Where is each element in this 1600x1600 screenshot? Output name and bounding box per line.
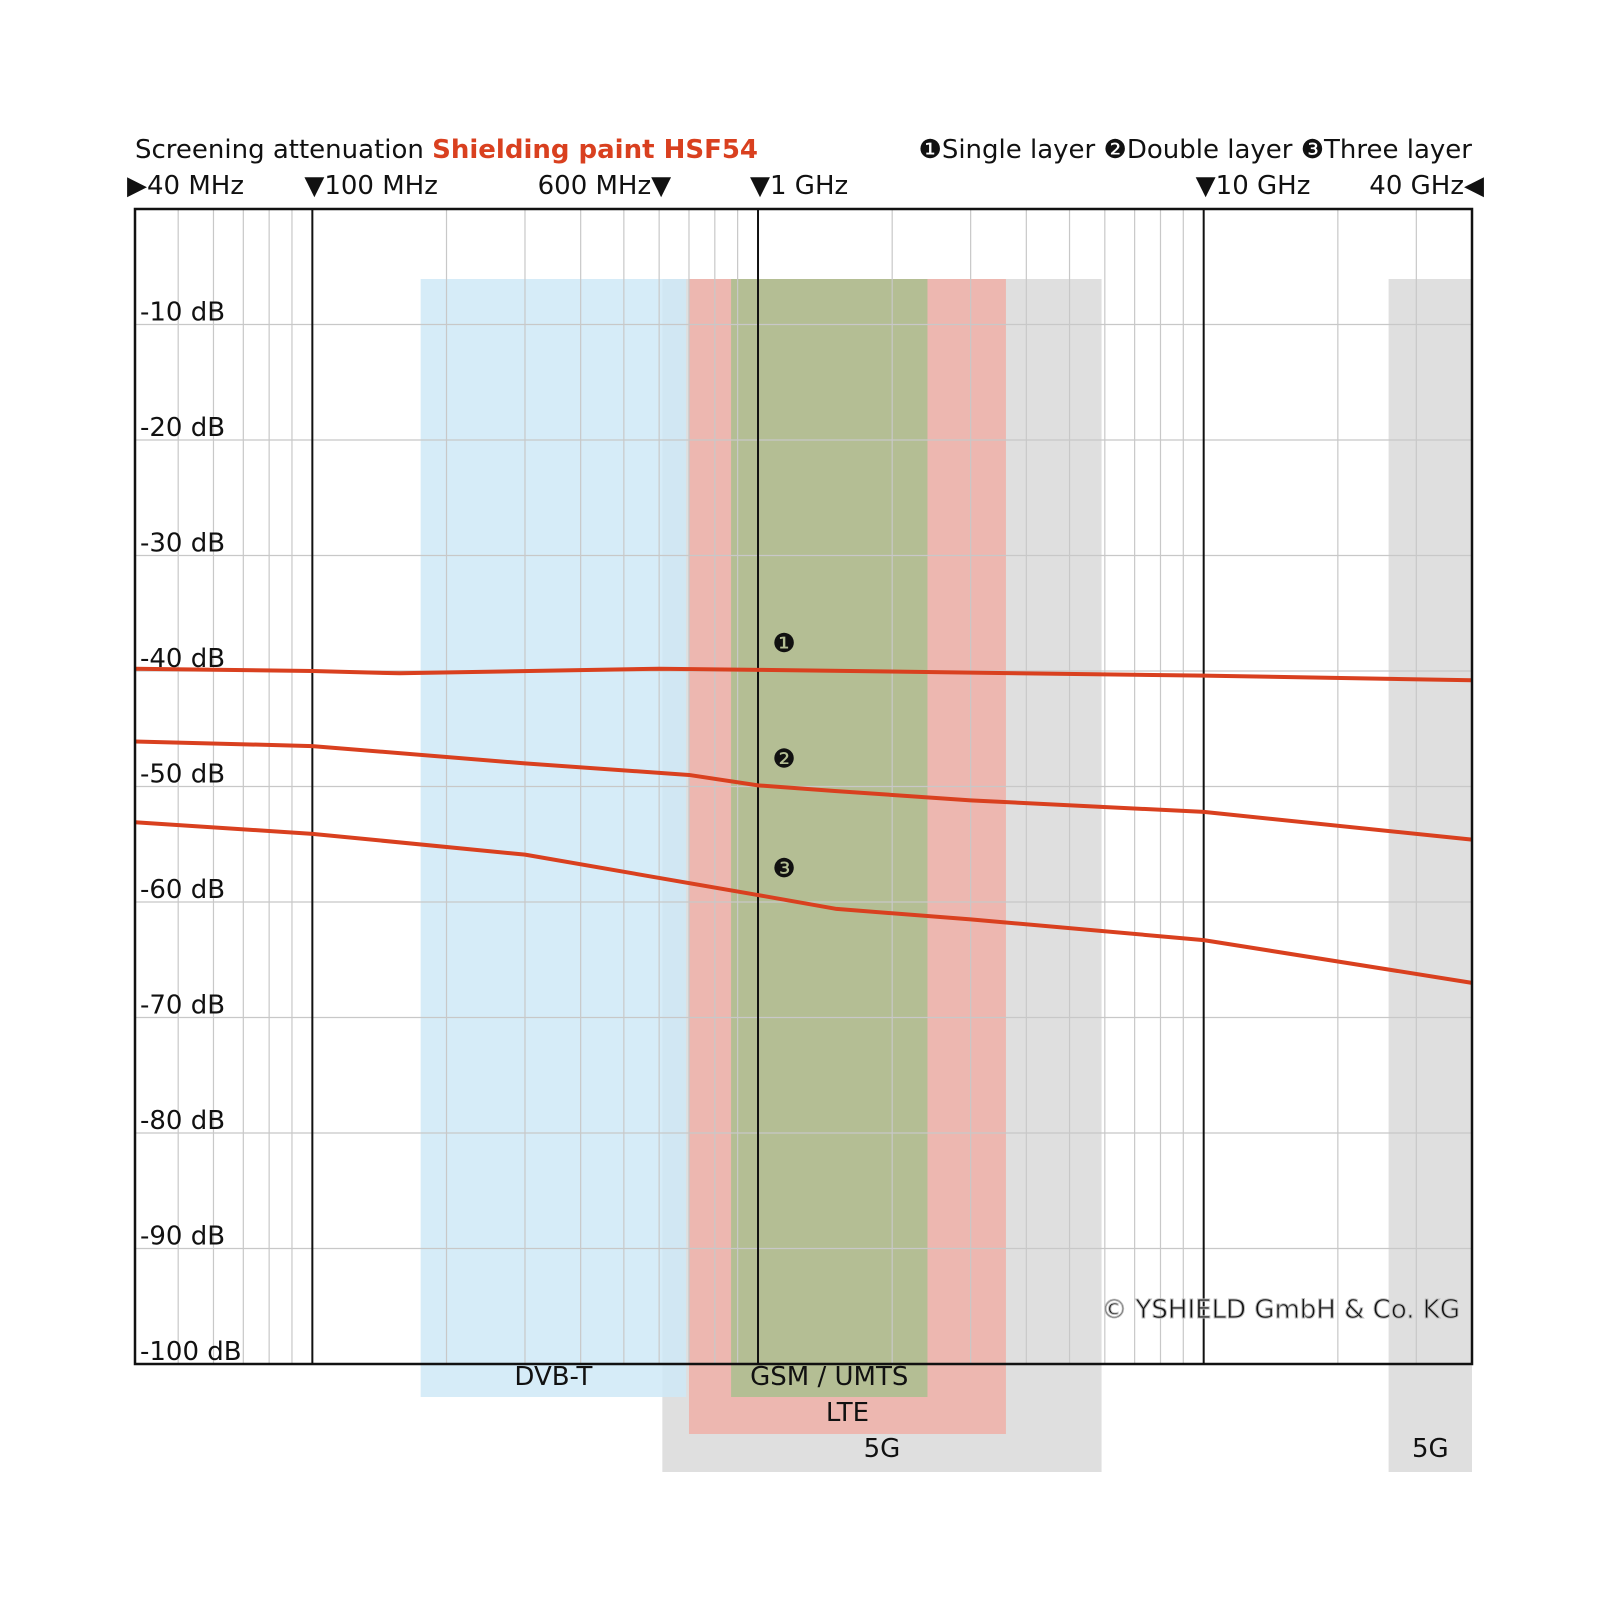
legend-marker: ❸ bbox=[1301, 135, 1324, 165]
series-marker: ❷ bbox=[772, 744, 795, 774]
y-tick-label: -20 dB bbox=[140, 413, 225, 443]
band bbox=[731, 279, 928, 1397]
series-line bbox=[134, 820, 1473, 985]
title: Screening attenuation bbox=[135, 135, 424, 165]
series-line bbox=[134, 739, 1473, 842]
x-tick-label: 600 MHz▼ bbox=[538, 171, 672, 201]
legend-label: Double layer bbox=[1127, 135, 1293, 165]
x-tick-label: ▼100 MHz bbox=[304, 171, 438, 201]
y-tick-label: -90 dB bbox=[140, 1222, 225, 1252]
title-highlight: Shielding paint HSF54 bbox=[432, 135, 758, 165]
legend-label: Single layer bbox=[942, 135, 1096, 165]
x-tick-label: ▶40 MHz bbox=[127, 171, 244, 201]
y-tick-label: -60 dB bbox=[140, 875, 225, 905]
band-label: DVB-T bbox=[514, 1362, 592, 1392]
legend-label: Three layer bbox=[1323, 135, 1472, 165]
y-tick-label: -40 dB bbox=[140, 644, 225, 674]
x-tick-label: ▼1 GHz bbox=[750, 171, 848, 201]
lines bbox=[134, 666, 1473, 985]
y-tick-label: -10 dB bbox=[140, 298, 225, 328]
legend-marker: ❷ bbox=[1104, 135, 1127, 165]
legend: ❶Single layer ❷Double layer ❸Three layer bbox=[919, 135, 1473, 165]
chart-title: Screening attenuation Shielding paint HS… bbox=[135, 135, 758, 165]
y-tick-label: -70 dB bbox=[140, 991, 225, 1021]
band bbox=[1388, 279, 1472, 1472]
band-label: 5G bbox=[864, 1434, 901, 1464]
band bbox=[420, 279, 687, 1397]
x-tick-label: ▼10 GHz bbox=[1196, 171, 1311, 201]
bands bbox=[420, 279, 1472, 1472]
legend-marker: ❶ bbox=[919, 135, 942, 165]
y-tick-label: -50 dB bbox=[140, 760, 225, 790]
band-label: LTE bbox=[826, 1398, 869, 1428]
y-tick-label: -80 dB bbox=[140, 1106, 225, 1136]
copyright: © YSHIELD GmbH & Co. KG bbox=[1101, 1295, 1460, 1325]
series-marker: ❸ bbox=[772, 854, 795, 884]
series-line bbox=[134, 666, 1473, 683]
y-tick-label: -30 dB bbox=[140, 529, 225, 559]
series-marker: ❶ bbox=[772, 629, 795, 659]
band-label: 5G bbox=[1412, 1434, 1449, 1464]
y-tick-label: -100 dB bbox=[140, 1337, 242, 1367]
x-tick-label: 40 GHz◀ bbox=[1369, 171, 1484, 201]
plot-frame bbox=[133, 207, 1474, 1366]
band-label: GSM / UMTS bbox=[750, 1362, 908, 1392]
